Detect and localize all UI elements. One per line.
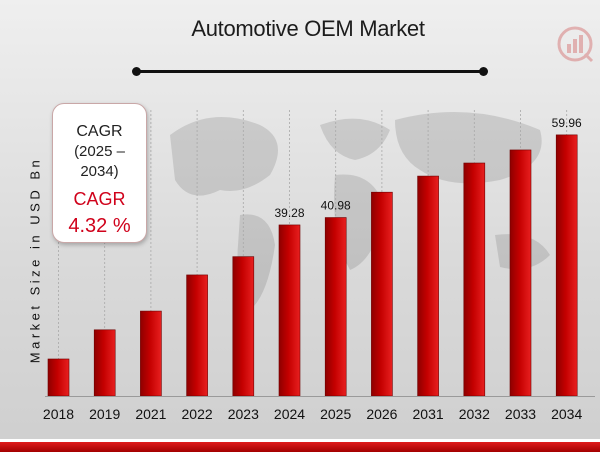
bar-2026 [371,191,393,397]
x-tick-label-2031: 2031 [413,406,444,422]
x-tick-label-2024: 2024 [274,406,305,422]
x-tick-label-2018: 2018 [43,406,74,422]
cagr-callout: CAGR (2025 – 2034) CAGR 4.32 % [52,103,147,243]
bottom-band [0,439,600,452]
bar-2024 [278,224,301,397]
bar-2032 [463,162,486,397]
title-underline [132,67,488,76]
data-label-2025: 40.98 [321,199,351,213]
data-label-2034: 59.96 [552,116,582,130]
bar-2033 [509,149,532,397]
x-tick-label-2034: 2034 [551,406,582,422]
bar-2025 [324,217,347,397]
cagr-label: CAGR [76,123,123,140]
x-tick-label-2021: 2021 [135,406,166,422]
bar-2019 [93,329,116,397]
bar-2018 [47,358,70,397]
bar-2034 [555,134,578,397]
x-tick-label-2026: 2026 [366,406,397,422]
x-tick-label-2033: 2033 [505,406,536,422]
data-label-2024: 39.28 [274,206,304,220]
x-tick-label-2023: 2023 [228,406,259,422]
bar-2021 [140,310,162,397]
chart-title: Automotive OEM Market [191,16,425,41]
x-tick-label-2022: 2022 [182,406,213,422]
x-tick-label-2019: 2019 [89,406,120,422]
bar-2023 [232,256,255,397]
bar-2031 [417,175,439,397]
brand-logo-icon [557,26,594,63]
cagr-label-red: CAGR [73,189,126,209]
x-tick-label-2032: 2032 [459,406,490,422]
x-axis-line [45,396,595,397]
cagr-value: 4.32 % [68,215,131,237]
bar-2022 [186,274,208,397]
cagr-period: (2025 – 2034) [74,143,125,180]
x-tick-label-2025: 2025 [320,406,351,422]
